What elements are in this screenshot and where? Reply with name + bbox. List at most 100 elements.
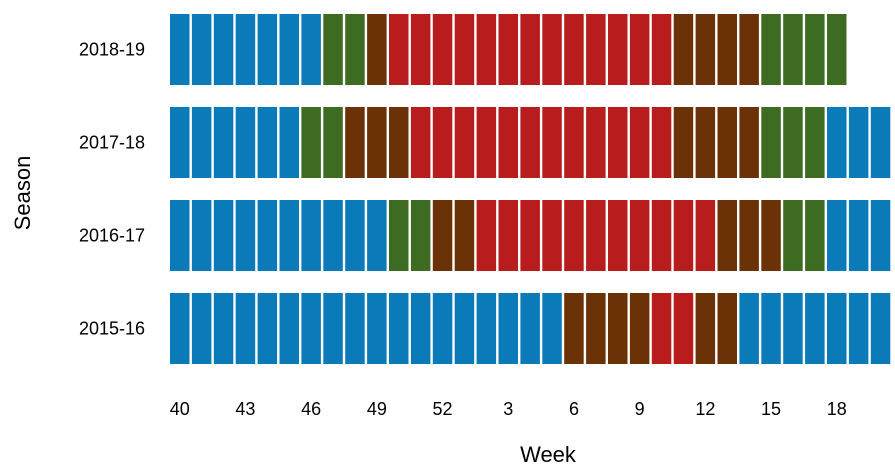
heatmap-cell bbox=[586, 14, 606, 85]
heatmap-cell bbox=[498, 200, 518, 271]
x-tick-label: 15 bbox=[761, 399, 781, 419]
heatmap-cell bbox=[323, 14, 343, 85]
heatmap-cell bbox=[542, 107, 562, 178]
y-tick-label: 2015-16 bbox=[79, 319, 145, 339]
heatmap-cell bbox=[586, 293, 606, 364]
heatmap-cell bbox=[673, 107, 694, 178]
heatmap-cell bbox=[629, 14, 650, 85]
heatmap-cell bbox=[213, 107, 234, 178]
heatmap-cells bbox=[170, 14, 891, 364]
heatmap-cell bbox=[257, 14, 278, 85]
heatmap-cell bbox=[410, 200, 431, 271]
heatmap-cell bbox=[805, 107, 825, 178]
heatmap-cell bbox=[629, 107, 650, 178]
heatmap-cell bbox=[498, 14, 518, 85]
heatmap-cell bbox=[257, 200, 278, 271]
heatmap-cell bbox=[542, 293, 562, 364]
heatmap-cell bbox=[257, 293, 278, 364]
heatmap-cell bbox=[805, 200, 825, 271]
heatmap-cell bbox=[301, 107, 321, 178]
heatmap-cell bbox=[432, 107, 453, 178]
x-tick-label: 18 bbox=[827, 399, 847, 419]
heatmap-cell bbox=[279, 200, 299, 271]
heatmap-cell bbox=[586, 200, 606, 271]
heatmap-cell bbox=[367, 200, 387, 271]
heatmap-cell bbox=[739, 14, 759, 85]
heatmap-cell bbox=[454, 107, 475, 178]
heatmap-cell bbox=[213, 14, 234, 85]
x-tick-label: 3 bbox=[503, 399, 513, 419]
heatmap-cell bbox=[608, 14, 628, 85]
x-tick-label: 46 bbox=[301, 399, 321, 419]
heatmap-cell bbox=[323, 293, 343, 364]
heatmap-cell bbox=[564, 14, 584, 85]
heatmap-cell bbox=[739, 293, 759, 364]
x-axis-title: Week bbox=[520, 442, 577, 467]
heatmap-cell bbox=[586, 107, 606, 178]
heatmap-cell bbox=[564, 200, 584, 271]
heatmap-cell bbox=[827, 293, 847, 364]
heatmap-cell bbox=[389, 14, 409, 85]
heatmap-cell bbox=[848, 293, 869, 364]
heatmap-cell bbox=[761, 293, 781, 364]
heatmap-cell bbox=[827, 200, 847, 271]
heatmap-cell bbox=[432, 200, 453, 271]
x-tick-label: 9 bbox=[635, 399, 645, 419]
heatmap-cell bbox=[170, 293, 190, 364]
y-tick-label: 2017-18 bbox=[79, 133, 145, 153]
heatmap-cell bbox=[739, 200, 759, 271]
heatmap-cell bbox=[235, 107, 256, 178]
heatmap-cell bbox=[717, 107, 737, 178]
heatmap-cell bbox=[367, 107, 387, 178]
x-axis-tick-labels: 40 43 46 49 52 3 6 9 12 15 18 bbox=[170, 399, 847, 419]
heatmap-cell bbox=[761, 14, 781, 85]
heatmap-cell bbox=[629, 200, 650, 271]
heatmap-cell bbox=[170, 107, 190, 178]
heatmap-cell bbox=[827, 14, 847, 85]
y-tick-label: 2016-17 bbox=[79, 226, 145, 246]
heatmap-cell bbox=[432, 14, 453, 85]
heatmap-cell bbox=[783, 14, 803, 85]
y-axis-title: Season bbox=[10, 156, 35, 231]
heatmap-cell bbox=[695, 107, 716, 178]
heatmap-cell bbox=[410, 14, 431, 85]
heatmap-cell bbox=[235, 14, 256, 85]
y-tick-label: 2018-19 bbox=[79, 40, 145, 60]
heatmap-cell bbox=[629, 293, 650, 364]
y-axis-tick-labels: 2018-19 2017-18 2016-17 2015-16 bbox=[79, 40, 145, 339]
heatmap-cell bbox=[761, 107, 781, 178]
heatmap-cell bbox=[301, 200, 321, 271]
heatmap-cell bbox=[805, 293, 825, 364]
heatmap-cell bbox=[608, 107, 628, 178]
heatmap-cell bbox=[651, 293, 672, 364]
heatmap-cell bbox=[520, 200, 540, 271]
heatmap-cell bbox=[235, 293, 256, 364]
heatmap-cell bbox=[673, 14, 694, 85]
heatmap-cell bbox=[848, 107, 869, 178]
heatmap-cell bbox=[170, 200, 190, 271]
heatmap-cell bbox=[279, 107, 299, 178]
heatmap-cell bbox=[345, 200, 365, 271]
heatmap-cell bbox=[783, 200, 803, 271]
heatmap-cell bbox=[761, 200, 781, 271]
heatmap-cell bbox=[323, 200, 343, 271]
heatmap-cell bbox=[191, 107, 212, 178]
heatmap-cell bbox=[542, 14, 562, 85]
heatmap-cell bbox=[520, 107, 540, 178]
heatmap-cell bbox=[301, 293, 321, 364]
x-tick-label: 12 bbox=[695, 399, 715, 419]
heatmap-cell bbox=[498, 107, 518, 178]
heatmap-cell bbox=[783, 107, 803, 178]
heatmap-cell bbox=[608, 200, 628, 271]
heatmap-cell bbox=[191, 200, 212, 271]
heatmap-cell bbox=[367, 14, 387, 85]
heatmap-cell bbox=[345, 293, 365, 364]
x-tick-label: 52 bbox=[433, 399, 453, 419]
heatmap-cell bbox=[520, 14, 540, 85]
heatmap-cell bbox=[476, 200, 497, 271]
heatmap-cell bbox=[673, 293, 694, 364]
heatmap-cell bbox=[454, 293, 475, 364]
heatmap-cell bbox=[870, 293, 891, 364]
heatmap-cell bbox=[279, 293, 299, 364]
